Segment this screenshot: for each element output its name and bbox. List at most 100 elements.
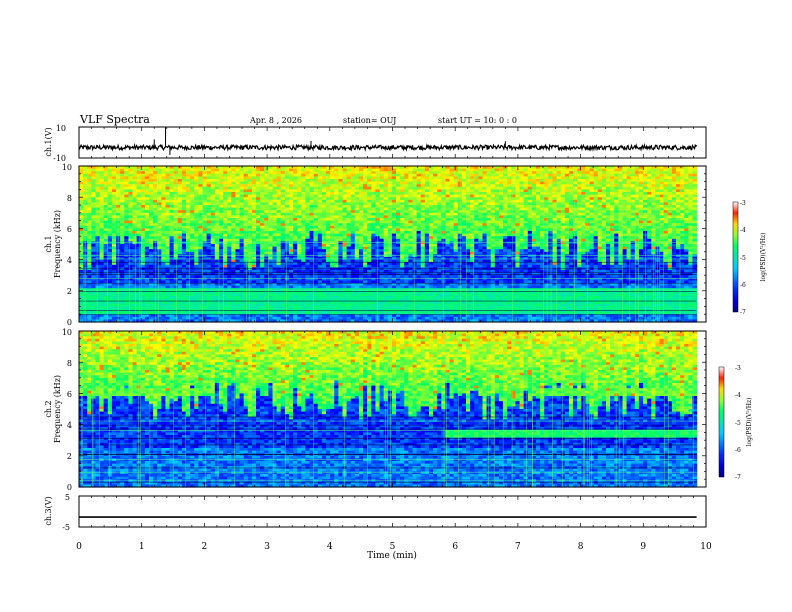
spectrogram-cell (186, 184, 191, 188)
spectrogram-cell (190, 205, 195, 209)
spectrogram-cell (111, 275, 117, 279)
spectrogram-cell (181, 270, 187, 274)
spectrogram-cell (116, 314, 121, 318)
spectrogram-cell (157, 176, 162, 180)
spectrogram-cell (173, 176, 179, 180)
spectrogram-cell (124, 199, 130, 203)
spectrogram-cell (87, 223, 92, 227)
spectrogram-cell (181, 254, 187, 258)
spectrogram-cell (107, 311, 113, 315)
spectrogram-cell (87, 283, 92, 287)
spectrogram-cell (173, 262, 179, 266)
spectrogram-cell (148, 283, 154, 287)
spectrogram-cell (169, 192, 175, 196)
spectrogram-cell (210, 168, 216, 172)
spectrogram-cell (198, 311, 204, 315)
spectrogram-cell (169, 236, 175, 240)
spectrogram-cell (206, 212, 212, 216)
spectrogram-cell (198, 275, 204, 279)
spectrogram-cell (177, 275, 183, 279)
spectrogram-cell (111, 212, 117, 216)
spectrogram-cell (87, 251, 92, 255)
spectrogram-cell (132, 280, 138, 284)
spectrogram-cell (194, 270, 199, 274)
spectrogram-cell (107, 171, 113, 175)
spectrogram-cell (202, 220, 208, 224)
spectrogram-cell (91, 316, 97, 320)
spectrogram-cell (210, 272, 216, 276)
spectrogram-cell (173, 179, 179, 183)
spectrogram-cell (99, 314, 105, 318)
spectrogram-cell (91, 251, 97, 255)
spectrogram-cell (87, 319, 92, 323)
spectrogram-cell (181, 303, 187, 307)
spectrogram-cell (157, 238, 162, 242)
spectrogram-cell (107, 202, 113, 206)
spectrogram-cell (87, 298, 92, 302)
spectrogram-cell (190, 210, 195, 214)
spectrogram-cell (111, 202, 117, 206)
spectrogram-cell (103, 262, 109, 266)
spectrogram-cell (91, 277, 97, 281)
spectrogram-cell (83, 303, 88, 307)
spectrogram-cell (186, 251, 191, 255)
spectrogram-cell (161, 275, 167, 279)
spectrogram-cell (91, 275, 97, 279)
spectrogram-cell (153, 181, 158, 185)
spectrogram-cell (120, 290, 125, 294)
spectrogram-cell (91, 254, 97, 258)
spectrogram-cell (79, 262, 84, 266)
spectrogram-cell (202, 184, 208, 188)
spectrogram-cell (181, 251, 187, 255)
spectrogram-cell (132, 296, 138, 300)
spectrogram-cell (153, 212, 158, 216)
spectrogram-cell (181, 205, 187, 209)
spectrogram-cell (87, 186, 92, 190)
spectrogram-cell (157, 306, 162, 310)
spectrogram-cell (99, 303, 105, 307)
spectrogram-cell (161, 212, 167, 216)
spectrogram-cell (144, 316, 150, 320)
spectrogram-cell (190, 181, 195, 185)
spectrogram-cell (103, 293, 109, 297)
spectrogram-cell (95, 233, 101, 237)
spectrogram-cell (157, 309, 162, 313)
spectrogram-cell (107, 236, 113, 240)
spectrogram-cell (128, 283, 134, 287)
spectrogram-cell (103, 194, 109, 198)
spectrogram-cell (161, 303, 167, 307)
spectrogram-cell (206, 179, 212, 183)
spectrogram-cell (210, 176, 216, 180)
spectrogram-cell (157, 228, 162, 232)
spectrogram-cell (202, 168, 208, 172)
spectrogram-cell (140, 181, 146, 185)
spectrogram-cell (157, 179, 162, 183)
spectrogram-cell (148, 290, 154, 294)
spectrogram-cell (124, 293, 130, 297)
spectrogram-cell (198, 194, 204, 198)
spectrogram-cell (132, 210, 138, 214)
spectrogram-cell (181, 311, 187, 315)
spectrogram-cell (87, 236, 92, 240)
spectrogram-cell (99, 231, 105, 235)
spectrogram-cell (79, 301, 84, 305)
spectrogram-cell (124, 314, 130, 318)
spectrogram-cell (148, 179, 154, 183)
spectrogram-cell (120, 184, 125, 188)
spectrogram-cell (140, 311, 146, 315)
spectrogram-cell (181, 285, 187, 289)
spectrogram-cell (140, 272, 146, 276)
spectrogram-cell (177, 296, 183, 300)
spectrogram-cell (210, 251, 216, 255)
spectrogram-cell (190, 293, 195, 297)
spectrogram-cell (181, 319, 187, 323)
spectrogram-cell (198, 197, 204, 201)
spectrogram-cell (124, 173, 130, 177)
spectrogram-cell (173, 236, 179, 240)
spectrogram-cell (140, 285, 146, 289)
spectrogram-cell (169, 301, 175, 305)
spectrogram-cell (169, 215, 175, 219)
spectrogram-cell (169, 166, 175, 170)
spectrogram-cell (194, 166, 199, 170)
spectrogram-cell (157, 303, 162, 307)
